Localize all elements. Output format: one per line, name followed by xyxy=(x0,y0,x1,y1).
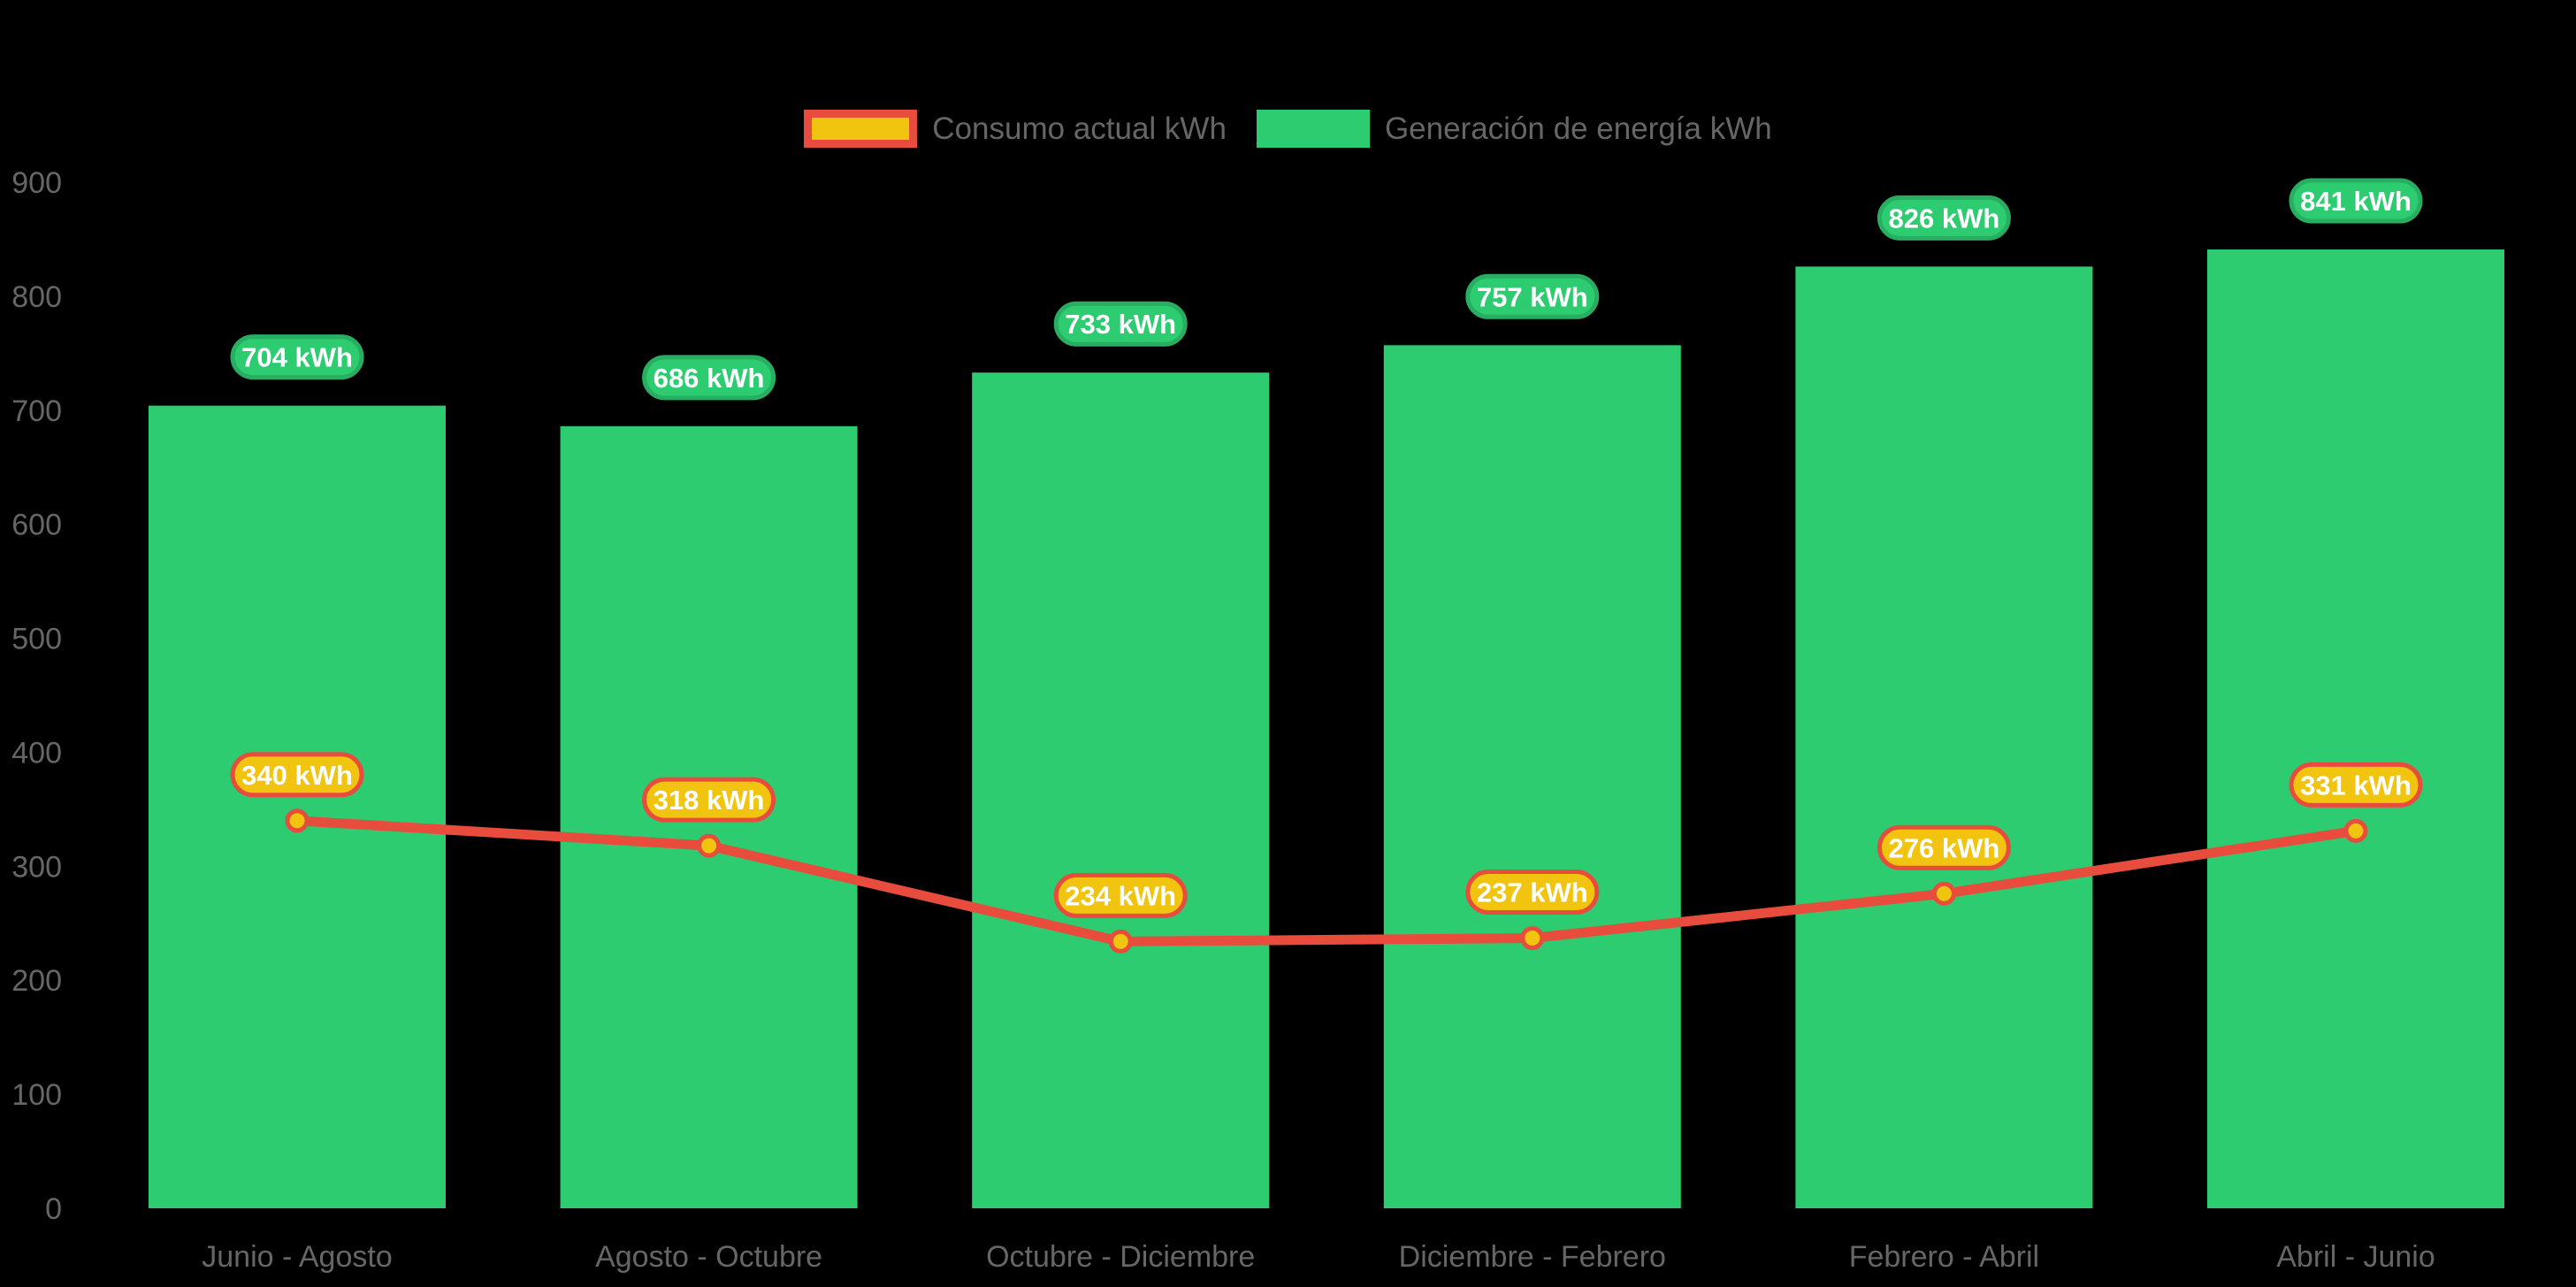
bar-value-badge-febrero-abril: 826 kWh xyxy=(1877,195,2011,241)
line-point-octubre-diciembre[interactable] xyxy=(1108,929,1133,954)
y-axis-tick-label-500: 500 xyxy=(11,623,62,656)
line-point-diciembre-febrero[interactable] xyxy=(1520,926,1545,951)
legend-item-generacion[interactable]: Generación de energía kWh xyxy=(1256,110,1772,148)
legend-label-generacion: Generación de energía kWh xyxy=(1384,111,1772,146)
point-value-badge-agosto-octubre-pill xyxy=(642,777,776,823)
x-axis-label-junio-agosto: Junio - Agosto xyxy=(202,1240,392,1274)
bar-value-badge-abril-junio-text: 841 kWh xyxy=(2300,186,2412,217)
point-value-badge-junio-agosto-pill xyxy=(230,752,364,798)
point-value-badge-febrero-abril: 276 kWh xyxy=(1877,824,2011,870)
bar-octubre-diciembre[interactable] xyxy=(972,372,1270,1208)
bar-value-badge-agosto-octubre: 686 kWh xyxy=(642,355,776,401)
point-value-badge-abril-junio: 331 kWh xyxy=(2289,762,2423,808)
bar-value-badge-junio-agosto: 704 kWh xyxy=(230,334,364,380)
legend-swatch-consumo xyxy=(804,110,918,148)
point-value-badge-diciembre-febrero-text: 237 kWh xyxy=(1477,877,1588,908)
bar-value-badge-junio-agosto-pill xyxy=(230,334,364,380)
line-point-agosto-octubre[interactable] xyxy=(697,833,722,858)
point-value-badge-octubre-diciembre-text: 234 kWh xyxy=(1065,880,1176,911)
legend-label-consumo: Consumo actual kWh xyxy=(932,111,1227,146)
chart-legend: Consumo actual kWh Generación de energía… xyxy=(0,110,2576,148)
bar-value-badge-diciembre-febrero-pill xyxy=(1465,273,1600,319)
point-value-badge-octubre-diciembre-pill xyxy=(1053,872,1188,918)
bar-value-badge-diciembre-febrero: 757 kWh xyxy=(1465,273,1600,319)
point-value-badge-abril-junio-text: 331 kWh xyxy=(2300,770,2412,801)
bar-value-badge-febrero-abril-pill xyxy=(1877,195,2011,241)
point-value-badge-agosto-octubre: 318 kWh xyxy=(642,777,776,823)
x-axis-label-febrero-abril: Febrero - Abril xyxy=(1849,1240,2039,1274)
bar-value-badge-octubre-diciembre-text: 733 kWh xyxy=(1065,309,1176,340)
bar-junio-agosto[interactable] xyxy=(149,405,446,1209)
bar-value-badge-febrero-abril-text: 826 kWh xyxy=(1889,203,2000,234)
y-axis-tick-label-600: 600 xyxy=(11,509,62,542)
bar-value-badge-abril-junio-pill xyxy=(2289,178,2423,224)
y-axis-tick-label-100: 100 xyxy=(11,1078,62,1112)
line-point-junio-agosto[interactable] xyxy=(285,808,310,833)
bar-febrero-abril[interactable] xyxy=(1795,266,2093,1208)
y-axis-tick-label-900: 900 xyxy=(11,166,62,200)
point-value-badge-junio-agosto: 340 kWh xyxy=(230,752,364,798)
y-axis-tick-label-700: 700 xyxy=(11,395,62,428)
y-axis-tick-label-400: 400 xyxy=(11,736,62,770)
line-point-abril-junio[interactable] xyxy=(2343,818,2368,843)
bar-diciembre-febrero[interactable] xyxy=(1383,345,1681,1208)
point-value-badge-octubre-diciembre: 234 kWh xyxy=(1053,872,1188,918)
x-axis-label-octubre-diciembre: Octubre - Diciembre xyxy=(986,1240,1255,1274)
consumption-line xyxy=(292,816,2361,946)
legend-item-consumo[interactable]: Consumo actual kWh xyxy=(804,110,1227,148)
point-value-badge-agosto-octubre-text: 318 kWh xyxy=(654,785,765,816)
bar-value-badge-abril-junio: 841 kWh xyxy=(2289,178,2423,224)
y-axis-tick-label-800: 800 xyxy=(11,280,62,314)
line-point-febrero-abril[interactable] xyxy=(1931,881,1956,906)
point-value-badge-diciembre-febrero-pill xyxy=(1465,869,1600,915)
bar-value-badge-octubre-diciembre: 733 kWh xyxy=(1053,301,1188,347)
bar-value-badge-agosto-octubre-pill xyxy=(642,355,776,401)
point-value-badge-febrero-abril-text: 276 kWh xyxy=(1889,832,2000,863)
bar-value-badge-junio-agosto-text: 704 kWh xyxy=(241,342,353,373)
bar-value-badge-diciembre-febrero-text: 757 kWh xyxy=(1477,281,1588,312)
y-axis-tick-label-0: 0 xyxy=(45,1192,62,1226)
point-value-badge-febrero-abril-pill xyxy=(1877,824,2011,870)
point-value-badge-junio-agosto-text: 340 kWh xyxy=(241,760,353,791)
x-axis-label-agosto-octubre: Agosto - Octubre xyxy=(595,1240,822,1274)
legend-swatch-generacion xyxy=(1256,110,1370,148)
bar-abril-junio[interactable] xyxy=(2207,249,2504,1208)
bar-value-badge-octubre-diciembre-pill xyxy=(1053,301,1188,347)
x-axis-label-abril-junio: Abril - Junio xyxy=(2276,1240,2435,1274)
y-axis-tick-label-300: 300 xyxy=(11,850,62,884)
point-value-badge-diciembre-febrero: 237 kWh xyxy=(1465,869,1600,915)
bar-value-badge-agosto-octubre-text: 686 kWh xyxy=(654,363,765,394)
y-axis-tick-label-200: 200 xyxy=(11,964,62,998)
point-value-badge-abril-junio-pill xyxy=(2289,762,2423,808)
x-axis-label-diciembre-febrero: Diciembre - Febrero xyxy=(1399,1240,1666,1274)
